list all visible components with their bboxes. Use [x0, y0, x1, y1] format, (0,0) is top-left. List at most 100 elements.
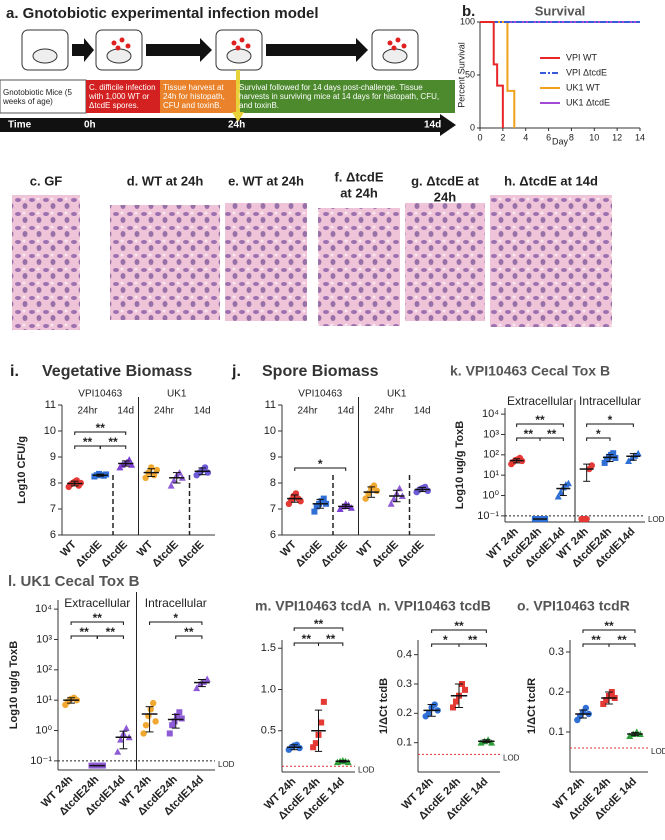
histology-image [12, 195, 80, 330]
data-point [128, 461, 136, 468]
data-point [201, 464, 209, 471]
significance-label: ** [106, 625, 116, 639]
y-tick-label: 10⁴ [35, 603, 52, 615]
data-point [142, 474, 149, 481]
time-header: 14d [194, 406, 211, 417]
data-point [452, 698, 459, 705]
data-point [176, 709, 183, 716]
data-point [626, 732, 634, 739]
y-axis-label: Log10 ug/g ToxB [454, 421, 466, 509]
x-tick-label: ΔtcdE [150, 539, 181, 570]
significance-label: * [608, 413, 613, 427]
y-tick-label: 0.1 [397, 737, 412, 749]
y-tick-label: 11 [265, 399, 276, 411]
x-tick-label: 4 [523, 132, 528, 142]
survival-line [480, 21, 504, 128]
step-box: Gnotobiotic Mice (5 weeks of age) [3, 87, 72, 106]
timeline-label: 0h [84, 120, 96, 131]
y-axis-label: Percent Survival [456, 42, 466, 108]
data-point [122, 724, 130, 732]
data-point [610, 450, 617, 457]
significance-bracket [582, 629, 636, 633]
significance-label: ** [547, 427, 557, 441]
significance-label: ** [454, 619, 464, 633]
significance-label: ** [591, 633, 601, 647]
significance-bracket [294, 467, 347, 471]
data-point [462, 686, 469, 693]
data-point [600, 701, 607, 707]
significance-bracket [96, 635, 124, 639]
group-header: Extracellular [64, 596, 130, 610]
data-point [318, 719, 325, 726]
y-tick-label: 8 [50, 477, 56, 489]
y-tick-label: 6 [270, 529, 276, 541]
group-header: Intracellular [579, 394, 641, 408]
data-point [390, 495, 398, 502]
significance-label: ** [326, 632, 336, 646]
significance-label: * [596, 427, 601, 441]
y-tick-label: 10³ [36, 633, 52, 645]
panel-letter: b. [462, 3, 475, 20]
y-tick-label: 7 [270, 503, 276, 515]
histology-label: d. WT at 24h [127, 173, 204, 188]
chart-title: Survival [535, 3, 586, 18]
x-tick-label: WT [58, 538, 79, 559]
y-axis-label: 1/ΔCt tcdR [526, 678, 538, 734]
timeline-label: Time [8, 120, 32, 131]
box-bg [86, 80, 160, 113]
panel-letter: i. [10, 363, 19, 380]
significance-bracket [608, 643, 636, 647]
y-axis-label: Log10 ug/g ToxB [8, 641, 20, 729]
panel-letter: j. [231, 363, 241, 380]
x-tick-label: 2 [500, 132, 505, 142]
time-header: 24hr [77, 406, 98, 417]
data-point [588, 462, 595, 469]
data-point [166, 730, 173, 737]
group-header: UK1 [387, 389, 407, 400]
y-tick-label: 9 [50, 451, 56, 463]
data-point [171, 718, 178, 725]
group-header: Extracellular [507, 394, 573, 408]
lod-label: LOD [358, 765, 375, 774]
histology-image [490, 195, 612, 327]
data-point [603, 697, 610, 703]
panel-title: a. Gnotobiotic experimental infection mo… [6, 5, 319, 22]
step-box: C. difficile infection with 1,000 WT or … [89, 83, 156, 110]
legend-label: VPI WT [566, 52, 598, 62]
data-point [140, 730, 147, 737]
data-point [488, 739, 496, 746]
y-tick-label: 0.5 [261, 725, 276, 737]
data-point [373, 487, 381, 494]
data-point [103, 471, 110, 478]
group-header: UK1 [167, 389, 187, 400]
y-tick-label: 10² [483, 449, 499, 461]
x-tick-label: 14 [635, 132, 645, 142]
y-tick-label: 0 [470, 122, 475, 132]
group-header: VPI10463 [78, 389, 122, 400]
x-tick-label: ΔtcdE [395, 539, 426, 570]
significance-label: ** [96, 421, 106, 435]
significance-label: ** [79, 625, 89, 639]
y-axis-label: 1/ΔCt tcdB [378, 678, 390, 734]
y-tick-label: 10 [44, 425, 56, 437]
time-header: 24hr [374, 406, 395, 417]
timeline-bar [0, 114, 456, 136]
y-tick-label: 0.2 [397, 707, 412, 719]
x-tick-label: ΔtcdE [73, 539, 104, 570]
x-tick-label: ΔtcdE [319, 539, 350, 570]
x-tick-label: 6 [546, 132, 551, 142]
data-point [362, 495, 369, 502]
group-header: VPI10463 [298, 389, 342, 400]
y-tick-label: 50 [465, 69, 475, 79]
histology-label: 24h [434, 189, 456, 204]
histology-label: e. WT at 24h [228, 173, 304, 188]
significance-label: * [318, 457, 323, 471]
timeline-label: 24h [228, 120, 245, 131]
data-point [296, 744, 303, 752]
data-point [347, 504, 355, 511]
data-point [583, 515, 590, 523]
y-tick-label: 8 [270, 477, 276, 489]
x-tick-label: WT [355, 538, 376, 559]
chart-title: Vegetative Biomass [42, 363, 192, 380]
y-tick-label: 10 [264, 425, 276, 437]
